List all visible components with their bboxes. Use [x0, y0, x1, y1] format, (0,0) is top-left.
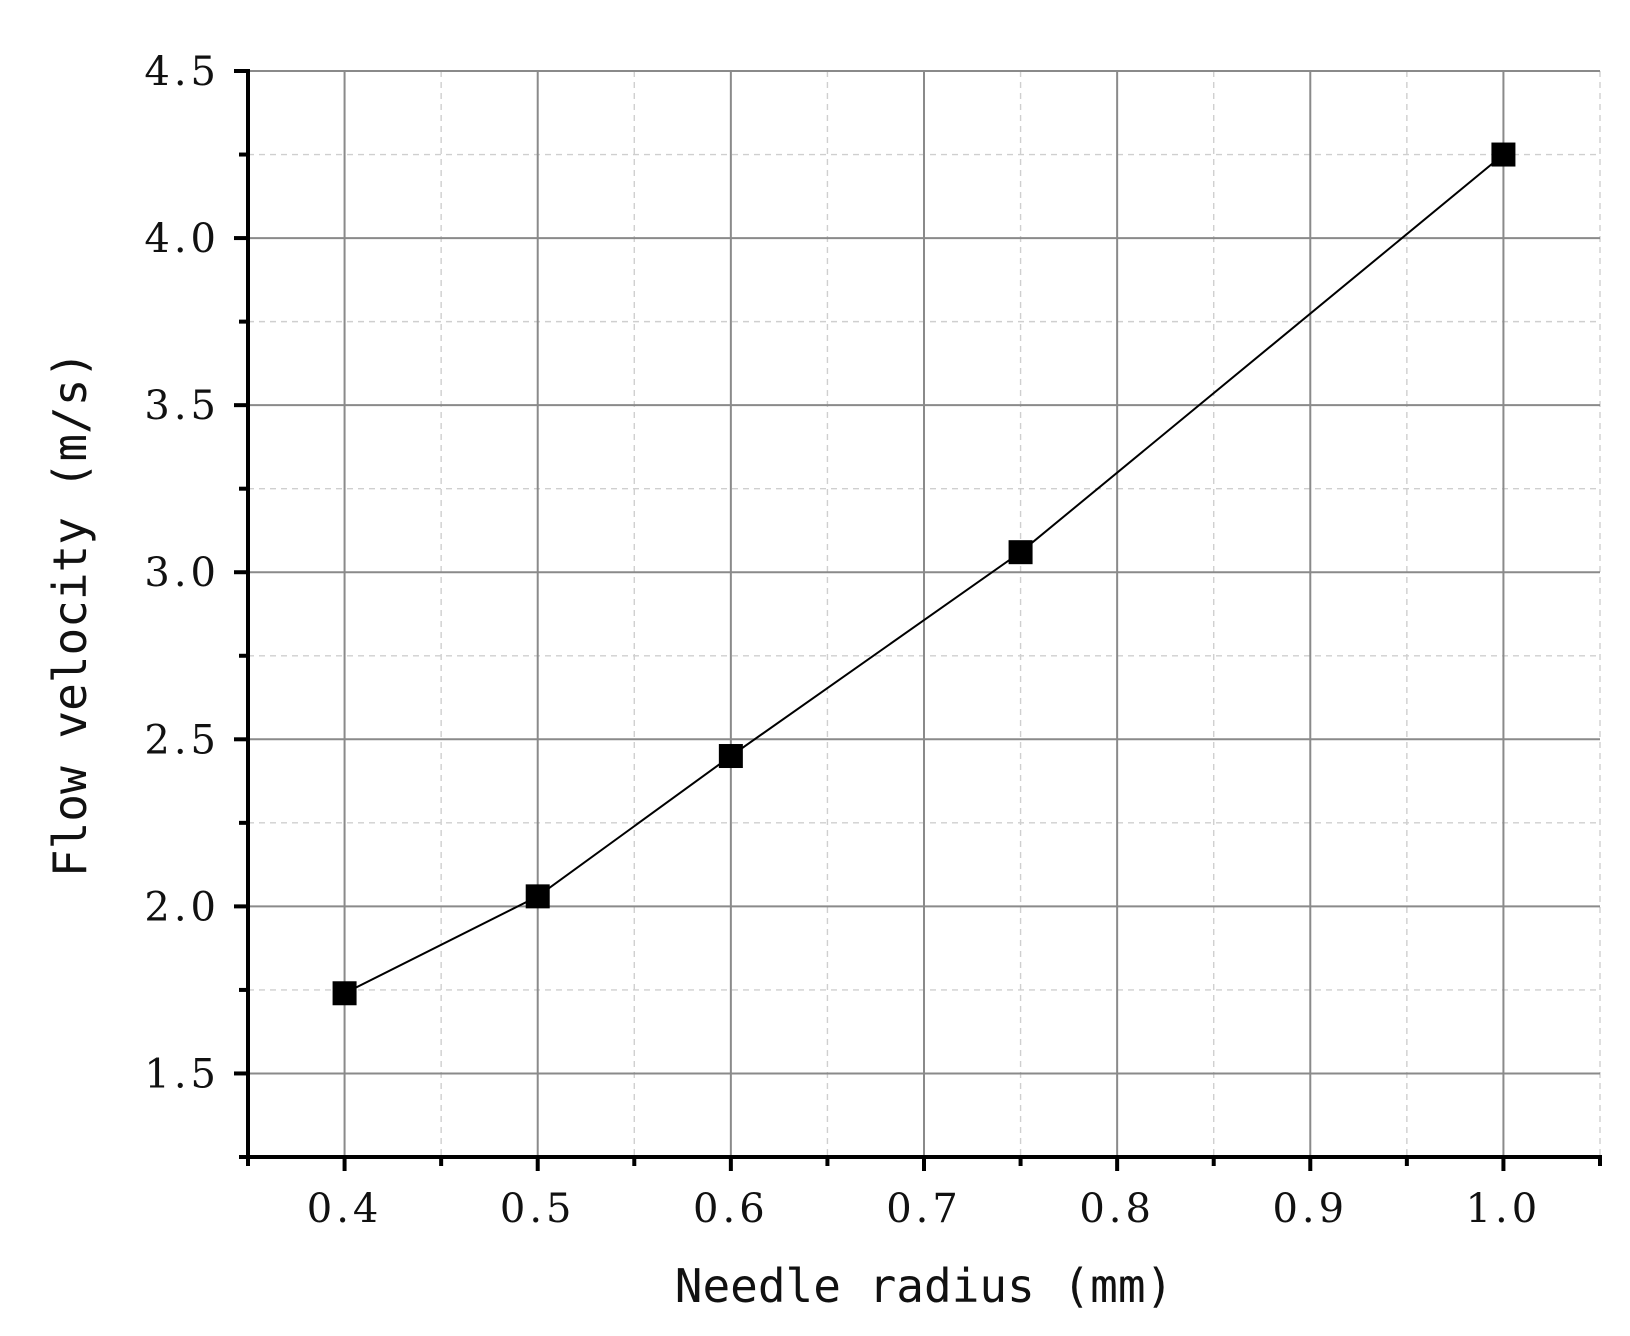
y-axis-title: Flow velocity (m/s) — [43, 351, 97, 877]
series-group — [332, 142, 1516, 1006]
x-tick-label: 1.0 — [1466, 1186, 1542, 1232]
x-tick-label: 0.7 — [886, 1186, 962, 1232]
x-axis-title: Needle radius (mm) — [675, 1259, 1174, 1313]
y-tick-label: 3.5 — [144, 383, 220, 429]
data-point — [332, 981, 357, 1006]
y-tick-labels: 1.5 2.0 2.5 3.0 3.5 4.0 4.5 — [144, 49, 220, 1097]
x-tick-label: 0.5 — [500, 1186, 576, 1232]
x-tick-label: 0.9 — [1272, 1186, 1348, 1232]
axis-ticks — [234, 69, 1602, 1171]
y-tick-label: 2.0 — [144, 884, 220, 930]
y-tick-label: 4.5 — [144, 49, 220, 95]
x-tick-label: 0.8 — [1079, 1186, 1155, 1232]
data-point — [525, 884, 550, 909]
y-tick-label: 4.0 — [144, 216, 220, 262]
y-tick-label: 2.5 — [144, 717, 220, 763]
y-tick-label: 3.0 — [144, 550, 220, 596]
data-point — [1008, 540, 1033, 565]
x-tick-label: 0.6 — [693, 1186, 769, 1232]
data-point — [718, 744, 743, 769]
data-point — [1491, 142, 1516, 167]
x-tick-label: 0.4 — [307, 1186, 383, 1232]
y-tick-label: 1.5 — [144, 1051, 220, 1097]
major-gridlines — [248, 70, 1600, 1157]
x-tick-labels: 0.4 0.5 0.6 0.7 0.8 0.9 1.0 — [307, 1186, 1542, 1232]
